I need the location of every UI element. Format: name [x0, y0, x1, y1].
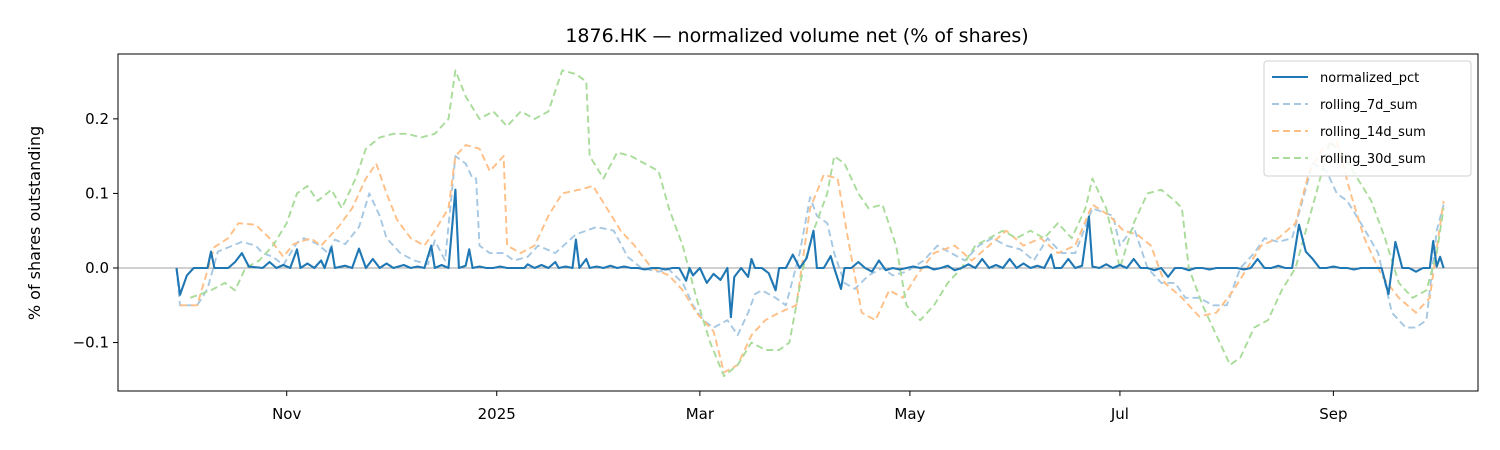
- plot-frame: [117, 53, 1479, 392]
- y-tick-label: 0.0: [85, 259, 109, 277]
- x-tick-label: Nov: [272, 405, 301, 423]
- x-tick-label: Jul: [1110, 405, 1129, 423]
- y-tick-label: −0.1: [73, 334, 109, 352]
- legend-label: rolling_14d_sum: [1320, 125, 1426, 140]
- legend: normalized_pct rolling_7d_sum rolling_14d_…: [1263, 60, 1472, 177]
- series-line-normalized_pct: [175, 188, 1445, 319]
- y-tick-label: 0.1: [85, 184, 109, 202]
- plot-area: Nov 2025 Mar May Jul Sep −0.1 0.0 0.1 0.2: [73, 53, 1479, 423]
- x-tick-label: Mar: [686, 405, 715, 423]
- legend-label: normalized_pct: [1320, 71, 1419, 86]
- y-tick-label: 0.2: [85, 110, 109, 128]
- legend-box: [1263, 60, 1472, 177]
- y-axis-label: % of shares outstanding: [25, 126, 44, 320]
- x-tick-label: May: [894, 405, 925, 423]
- legend-label: rolling_7d_sum: [1320, 98, 1418, 113]
- x-tick-label: Sep: [1319, 405, 1347, 423]
- legend-label: rolling_30d_sum: [1320, 152, 1426, 167]
- x-tick-label: 2025: [478, 405, 516, 423]
- series-line-rolling_30d_sum: [189, 69, 1445, 378]
- series-line-rolling_14d_sum: [180, 140, 1445, 374]
- chart-title: 1876.HK — normalized volume net (% of sh…: [565, 25, 1028, 47]
